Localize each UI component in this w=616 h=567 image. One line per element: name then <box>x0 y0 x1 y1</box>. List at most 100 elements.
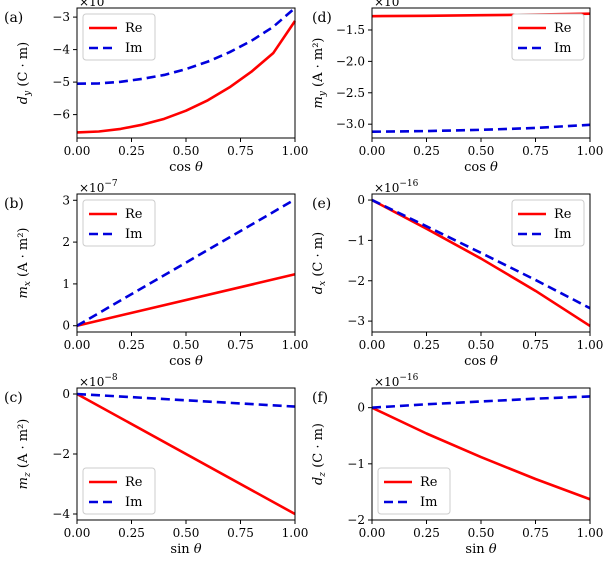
y-label-subscript: z <box>318 472 328 478</box>
x-label-variable: θ <box>490 160 498 175</box>
x-axis-label: sin θ <box>170 542 201 557</box>
multiplier-base: ×10 <box>374 375 399 389</box>
multiplier-base: ×10 <box>79 375 104 389</box>
chart-panel-d: (d) ×10−7 0.00 0.25 0.50 0.75 1.00 −3.0 −2.5 −2.0… <box>311 0 603 175</box>
axis-multiplier: ×10−7 <box>374 0 413 9</box>
series-line-re <box>76 392 296 516</box>
legend: Re Im <box>377 467 451 515</box>
legend-label: Im <box>125 41 142 56</box>
y-tick-label: −2 <box>347 274 365 288</box>
series-line-re <box>76 273 296 327</box>
y-label-variable: m <box>16 286 31 298</box>
x-tick-label: 0.25 <box>413 338 440 352</box>
x-axis-label: cos θ <box>169 354 203 369</box>
y-tick-label: 0 <box>62 319 70 333</box>
axis-multiplier: ×10−16 <box>79 0 124 9</box>
legend-label: Im <box>554 41 571 56</box>
x-label-function: sin <box>170 542 190 557</box>
legend-label: Re <box>125 21 143 36</box>
legend-box <box>511 13 585 61</box>
y-tick-label: −4 <box>52 43 70 57</box>
x-tick-label: 0.75 <box>522 338 549 352</box>
y-tick-label: −3 <box>347 314 365 328</box>
x-tick-label: 0.00 <box>64 338 91 352</box>
legend-box <box>377 467 451 515</box>
multiplier-base: ×10 <box>79 181 104 195</box>
y-label-unit: (A · m²) <box>16 419 31 473</box>
y-label-variable: m <box>16 477 31 489</box>
y-tick-label: −4 <box>52 507 70 521</box>
chart-panel-f: (f) ×10−16 0.00 0.25 0.50 0.75 1.00 −2 −1 0 sin θ d… <box>311 373 603 557</box>
y-label-subscript: y <box>318 90 328 97</box>
x-label-function: sin <box>465 542 485 557</box>
axis-multiplier: ×10−7 <box>79 179 118 195</box>
y-label-variable: d <box>16 96 31 104</box>
y-tick-label: −1.5 <box>336 23 365 37</box>
y-tick-label: −5 <box>52 75 70 89</box>
multiplier-exponent: −16 <box>104 0 123 3</box>
series-line-im <box>371 123 591 134</box>
x-tick-label: 0.50 <box>468 144 495 158</box>
y-tick-label: 2 <box>62 235 70 249</box>
x-tick-label: 0.75 <box>227 144 254 158</box>
x-label-function: cos <box>169 160 191 175</box>
y-axis-label: mz (A · m²) <box>16 419 33 490</box>
x-tick-label: 0.00 <box>64 526 91 540</box>
y-tick-label: −1 <box>347 233 365 247</box>
legend-label: Re <box>420 475 438 490</box>
series-line-im <box>76 7 296 86</box>
legend-label: Im <box>125 227 142 242</box>
x-tick-label: 0.00 <box>359 526 386 540</box>
series-line-im <box>76 392 296 408</box>
x-tick-label: 1.00 <box>577 144 604 158</box>
x-label-variable: θ <box>489 542 497 557</box>
panel-label: (a) <box>4 10 23 26</box>
axis-multiplier: ×10−16 <box>374 373 419 389</box>
legend-label: Re <box>554 21 572 36</box>
legend-box <box>511 199 585 247</box>
multiplier-base: ×10 <box>374 0 399 9</box>
y-tick-label: 0 <box>62 387 70 401</box>
x-label-function: cos <box>464 354 486 369</box>
multiplier-exponent: −8 <box>104 373 118 383</box>
multiplier-exponent: −7 <box>104 179 118 189</box>
legend-label: Re <box>125 207 143 222</box>
legend-box <box>82 13 156 61</box>
panel-label: (c) <box>4 390 23 406</box>
multiplier-exponent: −16 <box>399 373 418 383</box>
chart-panel-a: (a) ×10−16 0.00 0.25 0.50 0.75 1.00 −6 −5 −4 −3 cos… <box>4 0 308 175</box>
y-label-unit: (C · m) <box>311 423 326 472</box>
multiplier-exponent: −7 <box>399 0 413 3</box>
y-tick-label: −3 <box>52 10 70 24</box>
multiplier-base: ×10 <box>79 0 104 9</box>
y-tick-label: −1 <box>347 457 365 471</box>
series-line-re <box>371 406 591 501</box>
x-axis-label: sin θ <box>465 542 496 557</box>
x-axis-label: cos θ <box>464 160 498 175</box>
multiplier-base: ×10 <box>374 181 399 195</box>
y-axis-label: dy (C · m) <box>16 42 33 104</box>
y-tick-label: −2.5 <box>336 86 365 100</box>
y-label-unit: (C · m) <box>311 232 326 281</box>
chart-panel-b: (b) ×10−7 0.00 0.25 0.50 0.75 1.00 0 1 2 3 cos θ mx … <box>4 179 308 369</box>
y-tick-label: −6 <box>52 108 70 122</box>
x-tick-label: 0.50 <box>468 526 495 540</box>
x-tick-label: 1.00 <box>282 338 309 352</box>
x-tick-label: 0.25 <box>413 144 440 158</box>
panel-label: (e) <box>312 196 331 212</box>
y-tick-label: −3.0 <box>336 117 365 131</box>
y-tick-label: 3 <box>62 193 70 207</box>
x-tick-label: 1.00 <box>577 526 604 540</box>
chart-panel-c: (c) ×10−8 0.00 0.25 0.50 0.75 1.00 −4 −2 0 sin θ mz… <box>4 373 308 557</box>
y-tick-label: −2 <box>52 447 70 461</box>
y-label-subscript: y <box>23 90 33 97</box>
legend-label: Im <box>125 495 142 510</box>
y-tick-label: 1 <box>62 277 70 291</box>
x-tick-label: 0.00 <box>359 144 386 158</box>
legend: Re Im <box>82 467 156 515</box>
y-axis-label: dx (C · m) <box>311 232 328 294</box>
legend-box <box>82 467 156 515</box>
y-label-variable: d <box>311 477 326 485</box>
x-label-variable: θ <box>195 354 203 369</box>
y-label-subscript: x <box>23 281 33 286</box>
